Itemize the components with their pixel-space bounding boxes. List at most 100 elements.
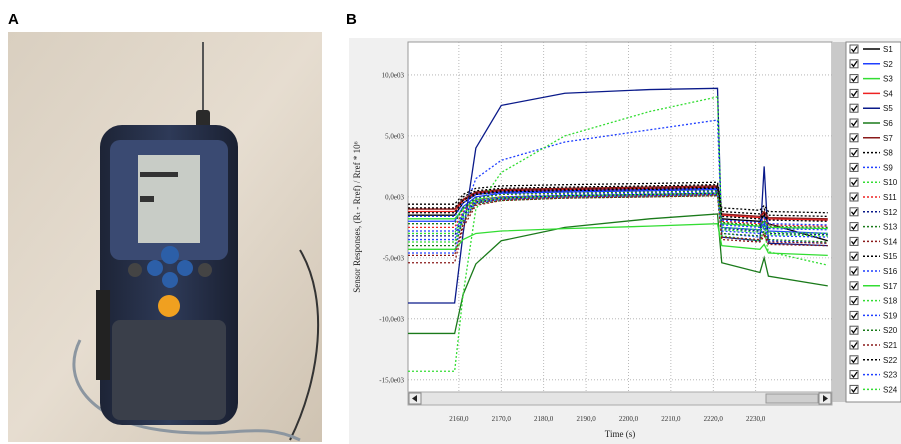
legend-checkbox <box>849 370 859 380</box>
x-tick-label: 2230,0 <box>746 415 766 423</box>
legend-label: S19 <box>883 311 898 320</box>
series-line <box>408 193 828 257</box>
x-tick-label: 2170,0 <box>492 415 512 423</box>
series-line <box>408 96 828 372</box>
legend-check <box>850 223 858 231</box>
legend-checkbox <box>849 59 859 69</box>
legend-label: S6 <box>883 119 893 128</box>
series-line <box>408 187 828 242</box>
legend-check <box>850 253 858 260</box>
grid: 2160,0 2170,0 2180,0 2190,0 2200,0 2210,0 2220… <box>379 42 832 423</box>
legend-check <box>850 312 858 319</box>
y-tick-label: 0,0e03 <box>385 193 404 201</box>
legend-checkbox <box>849 355 859 365</box>
scrollbar[interactable] <box>407 391 833 406</box>
panel-label: B <box>346 11 357 28</box>
legend-label: S16 <box>883 267 898 276</box>
legend-check <box>850 268 858 275</box>
legend-checkbox <box>849 384 859 394</box>
series-line <box>408 191 828 232</box>
legend-checkbox <box>849 103 859 113</box>
x-tick-label: 2160,0 <box>449 415 469 423</box>
legend-check <box>850 179 858 186</box>
series-line <box>408 187 828 226</box>
legend-check <box>850 105 858 112</box>
legend-check <box>850 164 858 171</box>
legend-check <box>850 90 858 97</box>
x-tick-label: 2180,0 <box>534 415 554 423</box>
legend-check <box>850 149 858 157</box>
legend-label: S7 <box>883 134 893 143</box>
series-line <box>408 193 828 241</box>
legend-checkbox <box>849 177 859 187</box>
legend-label: S9 <box>883 163 893 172</box>
legend-checkbox <box>849 74 859 84</box>
legend-check <box>850 238 858 245</box>
legend-label: S2 <box>883 60 893 69</box>
x-tick-label: 2200,0 <box>619 415 639 423</box>
legend-label: S1 <box>883 45 893 54</box>
y-tick-label: -10,0e03 <box>379 315 404 323</box>
legend-check <box>850 120 858 127</box>
legend-checkbox <box>849 192 859 202</box>
legend-check <box>850 194 858 201</box>
x-axis-label: Time (s) <box>605 429 635 439</box>
legend-checkbox <box>849 310 859 320</box>
legend-label: S12 <box>883 208 898 217</box>
series-line <box>408 87 828 304</box>
legend-label: S22 <box>883 356 898 365</box>
y-tick-label: 10,0e03 <box>382 71 405 79</box>
x-tick-label: 2210,0 <box>661 415 681 423</box>
x-tick-label: 2220,0 <box>704 415 724 423</box>
legend-checkbox <box>849 133 859 143</box>
legend-check <box>850 208 858 216</box>
legend-checkbox <box>849 162 859 172</box>
legend-label: S15 <box>883 252 898 261</box>
legend-check <box>850 282 858 290</box>
series-line <box>408 192 828 237</box>
panel-label: A <box>8 11 19 28</box>
y-tick-label: -15,0e03 <box>379 376 404 384</box>
series-line <box>408 184 828 218</box>
legend-checkbox <box>849 222 859 232</box>
series-line <box>408 193 828 243</box>
legend-label: S8 <box>883 149 893 158</box>
series-line <box>408 185 828 220</box>
device-photo <box>8 32 322 442</box>
legend-label: S24 <box>883 385 898 394</box>
legend-check <box>850 327 858 334</box>
legend-label: S10 <box>883 178 898 187</box>
legend-check <box>850 386 858 393</box>
legend-label: S3 <box>883 75 893 84</box>
series-line <box>408 194 828 264</box>
y-tick-label: -5,0e03 <box>383 254 405 262</box>
legend-label: S18 <box>883 297 898 306</box>
x-tick-label: 2190,0 <box>576 415 596 423</box>
scrollbar-thumb[interactable] <box>765 393 819 404</box>
legend-checkbox <box>849 266 859 276</box>
y-axis-label: Sensor Responses, (Rₜ - Rref) / Rref * 1… <box>352 141 362 293</box>
legend-check <box>850 297 858 305</box>
legend-checkbox <box>849 148 859 158</box>
legend-label: S11 <box>883 193 897 202</box>
legend-checkbox <box>849 236 859 246</box>
legend-label: S5 <box>883 104 893 113</box>
legend-check <box>850 356 858 364</box>
legend-checkbox <box>849 281 859 291</box>
legend-checkbox <box>849 118 859 128</box>
legend-checkbox <box>849 207 859 217</box>
series-line <box>408 186 828 222</box>
legend-label: S21 <box>883 341 898 350</box>
legend-label: S20 <box>883 326 898 335</box>
legend-checkbox <box>849 88 859 98</box>
scroll-arrow <box>412 395 417 402</box>
series-line <box>408 192 828 229</box>
y-tick-label: 5,0e03 <box>385 132 404 140</box>
legend-label: S13 <box>883 223 898 232</box>
legend-checkbox <box>849 251 859 261</box>
legend-label: S17 <box>883 282 898 291</box>
legend-check <box>850 46 858 53</box>
legend-check <box>850 134 858 142</box>
legend-checkbox <box>849 44 859 54</box>
series-line <box>408 190 828 229</box>
